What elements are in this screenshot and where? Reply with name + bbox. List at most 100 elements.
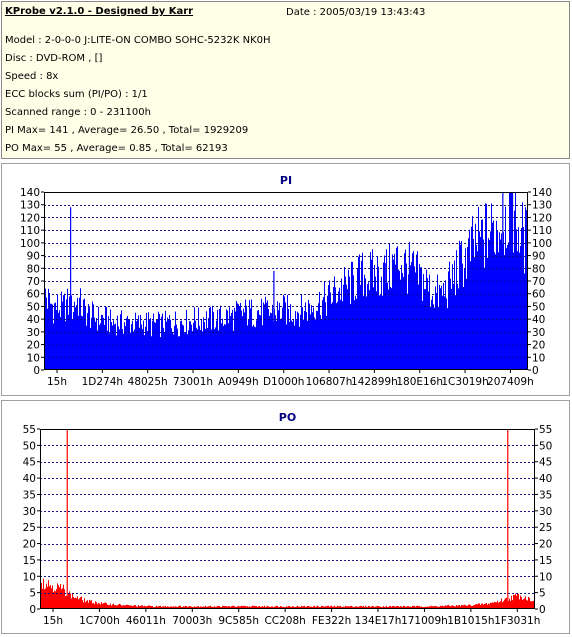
- po-bar: [133, 605, 134, 609]
- pi-bar: [71, 295, 72, 370]
- pi-bar: [340, 299, 341, 370]
- pi-bar: [93, 304, 94, 370]
- po-bar: [263, 606, 264, 609]
- pi-bar: [124, 322, 125, 370]
- po-bar: [125, 605, 126, 609]
- po-bar: [80, 597, 81, 609]
- pi-bar: [500, 239, 501, 370]
- po-bar: [42, 588, 43, 609]
- speed-line: Speed : 8x: [5, 71, 59, 82]
- po-bar: [384, 606, 385, 609]
- pi-y-label-right: 60: [532, 289, 545, 301]
- po-bar: [336, 606, 337, 609]
- po-bar: [143, 606, 144, 609]
- pi-y-label-right: 110: [532, 225, 552, 237]
- pi-bar: [157, 319, 158, 370]
- pi-bar: [490, 231, 491, 370]
- pi-bar: [247, 325, 248, 370]
- pi-bar: [501, 233, 502, 370]
- po-bar: [216, 606, 217, 609]
- po-bar: [439, 606, 440, 609]
- pi-bar: [154, 322, 155, 370]
- po-bar: [444, 606, 445, 609]
- po-bar: [161, 606, 162, 609]
- po-bar: [325, 606, 326, 609]
- po-bar: [128, 605, 129, 609]
- pi-bar: [433, 304, 434, 370]
- pi-bar: [119, 329, 120, 370]
- pi-y-label-right: 80: [532, 263, 545, 275]
- pi-bar: [287, 295, 288, 370]
- pi-bar: [312, 312, 313, 370]
- pi-bar: [480, 236, 481, 370]
- po-bar: [391, 606, 392, 609]
- po-bar: [459, 604, 460, 609]
- pi-bar: [430, 306, 431, 370]
- pi-bar: [479, 231, 480, 370]
- po-bar: [172, 606, 173, 609]
- po-bar: [124, 605, 125, 609]
- po-bar: [313, 606, 314, 609]
- po-bar: [320, 606, 321, 609]
- pi-bar: [275, 315, 276, 370]
- pi-bar: [231, 312, 232, 370]
- po-bar: [43, 578, 44, 609]
- po-bar: [409, 606, 410, 609]
- po-bar: [59, 587, 60, 609]
- pi-bar: [517, 251, 518, 370]
- po-bar: [95, 601, 96, 609]
- pi-bar: [428, 291, 429, 370]
- po-bar: [428, 606, 429, 609]
- pi-bar: [94, 317, 95, 370]
- po-bar: [171, 606, 172, 609]
- po-bar: [204, 606, 205, 609]
- po-bar: [73, 596, 74, 609]
- pi-bar: [521, 227, 522, 370]
- po-bar: [334, 605, 335, 609]
- po-bar: [190, 606, 191, 609]
- po-bar: [467, 605, 468, 609]
- pi-bar: [123, 333, 124, 370]
- pi-bar: [463, 287, 464, 370]
- pi-bar: [60, 317, 61, 370]
- pi-bar: [200, 329, 201, 370]
- po-bar: [45, 588, 46, 609]
- po-bar: [432, 606, 433, 609]
- pi-bar: [158, 311, 159, 370]
- pi-bar: [99, 325, 100, 370]
- pi-bar: [403, 277, 404, 370]
- po-bar: [168, 606, 169, 609]
- pi-bar: [475, 223, 476, 370]
- po-bar: [362, 606, 363, 609]
- ecc-line: ECC blocks sum (PI/PO) : 1/1: [5, 89, 148, 100]
- pi-bar: [235, 311, 236, 370]
- po-bar: [230, 606, 231, 609]
- pi-bar: [518, 227, 519, 370]
- pi-bar: [49, 292, 50, 370]
- po-bar: [394, 606, 395, 609]
- pi-bar: [367, 284, 368, 370]
- pi-bar: [125, 326, 126, 370]
- pi-bar: [457, 283, 458, 370]
- po-bar: [94, 604, 95, 609]
- po-bar: [150, 605, 151, 609]
- po-y-label-left: 5: [29, 588, 36, 600]
- po-bar: [139, 606, 140, 609]
- po-bar: [61, 589, 62, 609]
- po-y-label-right: 25: [539, 522, 552, 534]
- pi-bar: [47, 308, 48, 370]
- pi-bar: [355, 295, 356, 370]
- po-bar: [68, 593, 69, 609]
- pi-bar: [156, 319, 157, 370]
- po-bar: [293, 606, 294, 609]
- pi-bar: [459, 240, 460, 370]
- pi-bar: [104, 324, 105, 370]
- po-bar: [521, 596, 522, 609]
- po-bar: [268, 606, 269, 609]
- po-bar: [480, 605, 481, 609]
- po-bar: [191, 606, 192, 609]
- po-bar: [244, 606, 245, 609]
- pi-y-label-right: 0: [532, 365, 539, 377]
- po-bar: [117, 605, 118, 609]
- pi-bar: [295, 311, 296, 370]
